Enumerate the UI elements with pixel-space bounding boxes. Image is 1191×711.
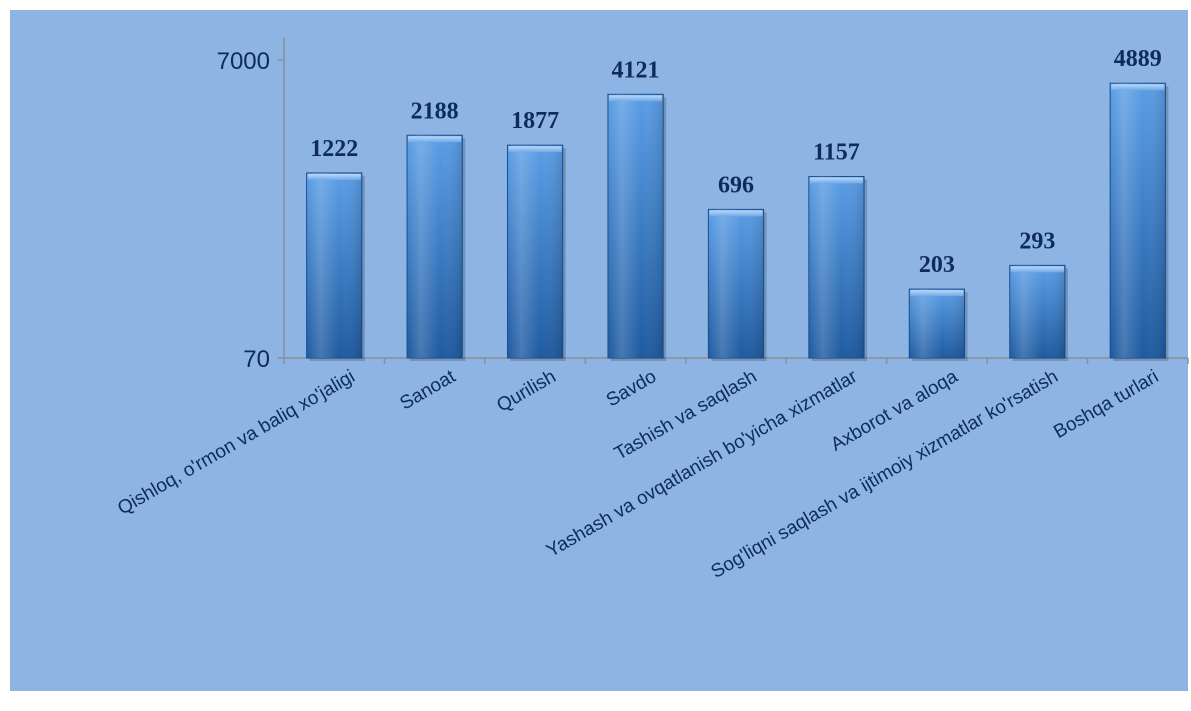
- data-label: 203: [919, 252, 955, 278]
- data-label: 4889: [1114, 46, 1162, 72]
- data-label: 696: [718, 172, 754, 198]
- x-tick-label: Sog'liqni saqlash va ijtimoiy xizmatlar …: [708, 366, 1062, 583]
- bar-cap: [809, 177, 864, 184]
- bar-sheen: [407, 135, 463, 358]
- bar-sheen: [909, 289, 965, 358]
- bar-cap: [408, 136, 462, 143]
- bar: [306, 172, 365, 361]
- bar-sheen: [1110, 83, 1166, 358]
- y-tick-label: 70: [243, 346, 270, 373]
- x-tick-label: Savdo: [603, 366, 660, 411]
- bar: [607, 93, 667, 362]
- bar-cap: [307, 173, 361, 180]
- bar-chart: 70 7000 1222 Qishloq, o'rmon va baliq xo'j…: [114, 38, 1189, 583]
- bar-cap: [508, 146, 562, 153]
- bar: [406, 134, 466, 361]
- bar-sheen: [306, 172, 362, 358]
- bar-sheen: [607, 94, 664, 359]
- data-label: 4121: [612, 57, 660, 83]
- y-tick-label: 7000: [217, 48, 270, 75]
- bar-cap: [910, 290, 964, 297]
- bar: [506, 144, 566, 361]
- bar-cap: [1010, 266, 1064, 273]
- bar: [908, 288, 968, 361]
- bar: [1009, 264, 1068, 361]
- bar-cap: [709, 210, 763, 217]
- x-tick-label: Qishloq, o'rmon va baliq xo'jaligi: [114, 366, 359, 519]
- bar: [808, 175, 868, 361]
- bar: [1109, 82, 1169, 361]
- bar-sheen: [1009, 265, 1065, 358]
- x-tick-label: Qurilish: [493, 366, 559, 416]
- bar-sheen: [708, 209, 764, 358]
- bar-sheen: [507, 145, 563, 358]
- bars-group: [306, 82, 1169, 362]
- data-label: 2188: [411, 98, 459, 124]
- data-label: 1877: [511, 108, 559, 134]
- bar-cap: [1111, 84, 1165, 91]
- bar-sheen: [808, 176, 865, 358]
- chart-area: 70 7000 1222 Qishloq, o'rmon va baliq xo'j…: [10, 10, 1189, 691]
- bar: [707, 208, 767, 361]
- data-label: 1222: [310, 136, 358, 162]
- x-tick-label: Boshqa turlari: [1050, 366, 1162, 443]
- bar-cap: [608, 95, 663, 102]
- data-label: 1157: [813, 139, 860, 165]
- x-tick-label: Sanoat: [397, 366, 460, 415]
- data-label: 293: [1019, 228, 1055, 254]
